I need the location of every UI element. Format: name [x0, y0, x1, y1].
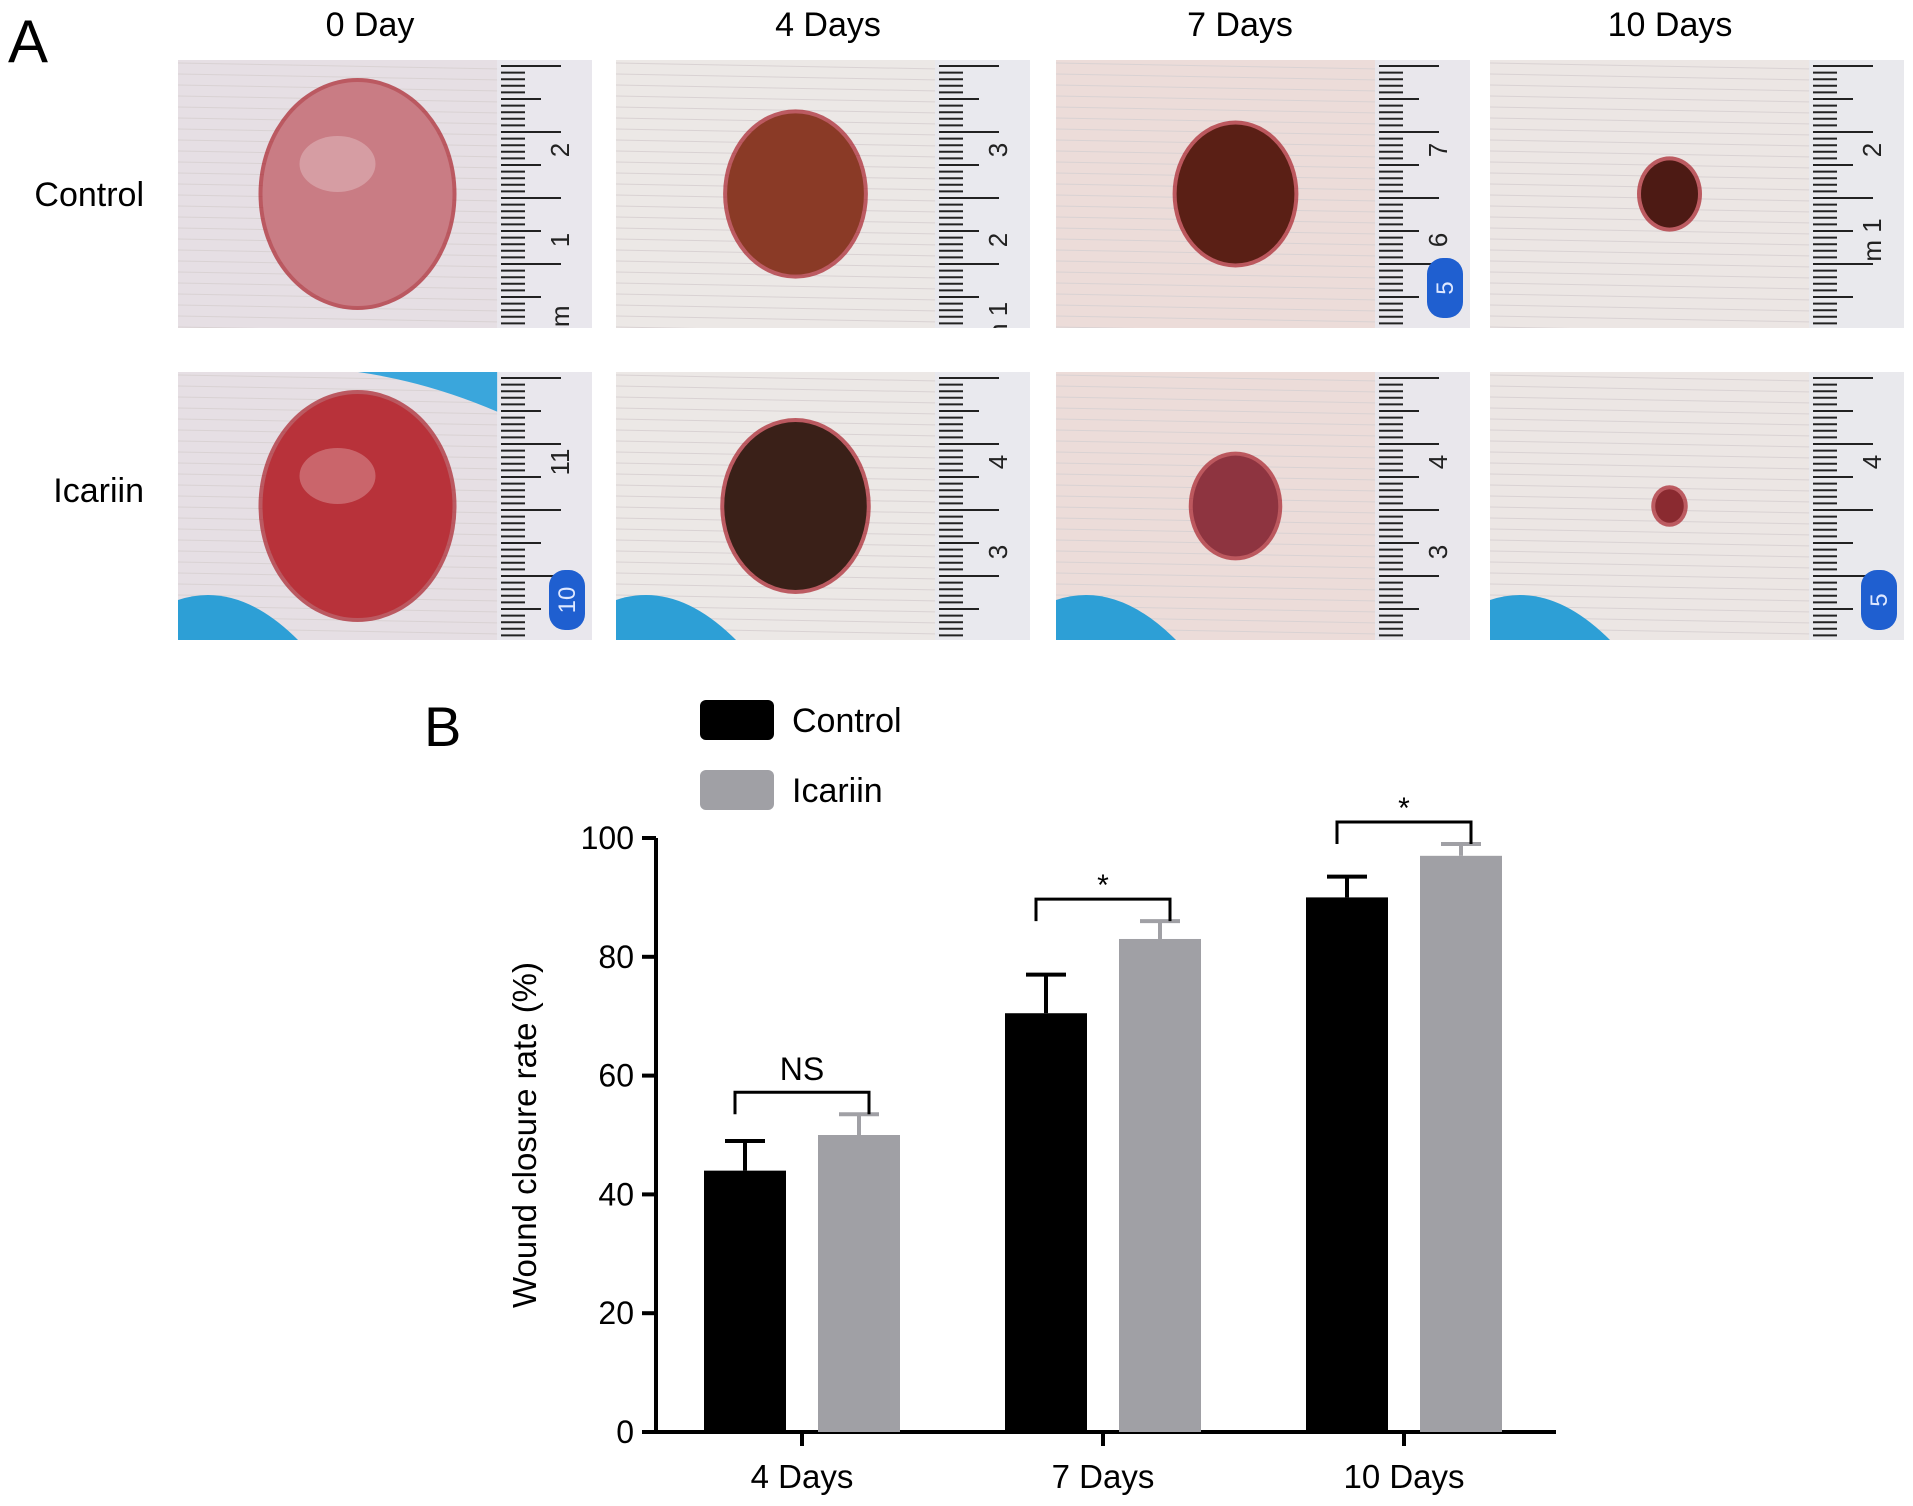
- y-tick-label: 40: [598, 1176, 634, 1212]
- y-tick-label: 20: [598, 1295, 634, 1331]
- significance-label: *: [1097, 869, 1109, 902]
- bar-control: [1306, 897, 1388, 1432]
- wound: [1176, 124, 1295, 264]
- wound: [727, 113, 864, 275]
- wound: [1655, 489, 1684, 523]
- significance-bracket: [1335, 820, 1473, 844]
- ruler-number: 4: [1423, 455, 1453, 469]
- legend-swatch-icariin: [700, 770, 774, 810]
- legend-swatch-control: [700, 700, 774, 740]
- bar-icariin: [1420, 855, 1502, 1432]
- y-tick-label: 100: [581, 820, 634, 856]
- y-tick-label: 80: [598, 939, 634, 975]
- ruler-number: 7: [1423, 143, 1453, 157]
- wound-photo: 3 2 cm 1: [616, 60, 1030, 328]
- y-tick-label: 60: [598, 1058, 634, 1094]
- wound-photo: 7 6 5: [1056, 60, 1470, 328]
- panel-a-letter: A: [8, 8, 49, 75]
- ruler-tag-number: 5: [1866, 593, 1893, 606]
- column-header-0-day: 0 Day: [325, 6, 415, 44]
- x-tick-label: 10 Days: [1343, 1458, 1464, 1495]
- wound: [1641, 160, 1698, 228]
- wound: [1192, 455, 1279, 557]
- column-header-7-days: 7 Days: [1187, 6, 1293, 44]
- wound: [262, 82, 453, 306]
- panel-b-letter: B: [424, 695, 461, 758]
- ruler-number: m 1: [1857, 218, 1887, 261]
- column-header-10-days: 10 Days: [1607, 6, 1733, 44]
- ruler-tag-number: 5: [1432, 281, 1459, 294]
- column-header-4-days: 4 Days: [775, 6, 881, 44]
- wound-photo: 11 10: [178, 372, 592, 640]
- ruler-number: 3: [983, 545, 1013, 559]
- ruler-number: 2: [545, 143, 575, 157]
- y-axis-label: Wound closure rate (%): [506, 962, 543, 1308]
- x-tick-label: 7 Days: [1052, 1458, 1155, 1495]
- x-tick-label: 4 Days: [751, 1458, 854, 1495]
- wound-photo: 2 m 1: [1490, 60, 1904, 328]
- ruler-number: cm 1: [983, 302, 1013, 328]
- ruler-number: 4: [983, 455, 1013, 469]
- significance-label: NS: [780, 1051, 824, 1087]
- row-header-icariin: Icariin: [53, 472, 144, 510]
- ruler-number: 2: [983, 233, 1013, 247]
- row-header-control: Control: [34, 176, 144, 214]
- bar-control: [1005, 1013, 1087, 1432]
- y-tick-label: 0: [616, 1414, 634, 1450]
- ruler-number: 2: [1857, 143, 1887, 157]
- legend-label-control: Control: [792, 702, 902, 740]
- significance-bracket: [1034, 897, 1172, 922]
- ruler-number: 4: [1857, 455, 1887, 469]
- bar-icariin: [818, 1135, 900, 1432]
- legend-label-icariin: Icariin: [792, 772, 883, 810]
- ruler-tag-number: 10: [554, 587, 581, 614]
- ruler-tag: [1427, 258, 1463, 318]
- ruler-number: 0cm: [545, 305, 575, 328]
- ruler-number: 1: [545, 233, 575, 247]
- ruler-tag: [1861, 570, 1897, 630]
- ruler-number: 3: [983, 143, 1013, 157]
- ruler-tag: [549, 570, 585, 630]
- significance-bracket: [733, 1090, 871, 1115]
- wound: [262, 394, 453, 618]
- significance-label: *: [1398, 792, 1410, 825]
- wound-photo: 2 1 0cm: [178, 60, 592, 328]
- bar-control: [704, 1170, 786, 1432]
- bar-icariin: [1119, 938, 1201, 1432]
- wound: [724, 422, 867, 590]
- ruler-number: 3: [1423, 545, 1453, 559]
- ruler-number: 6: [1423, 233, 1453, 247]
- ruler-number: 11: [545, 449, 575, 476]
